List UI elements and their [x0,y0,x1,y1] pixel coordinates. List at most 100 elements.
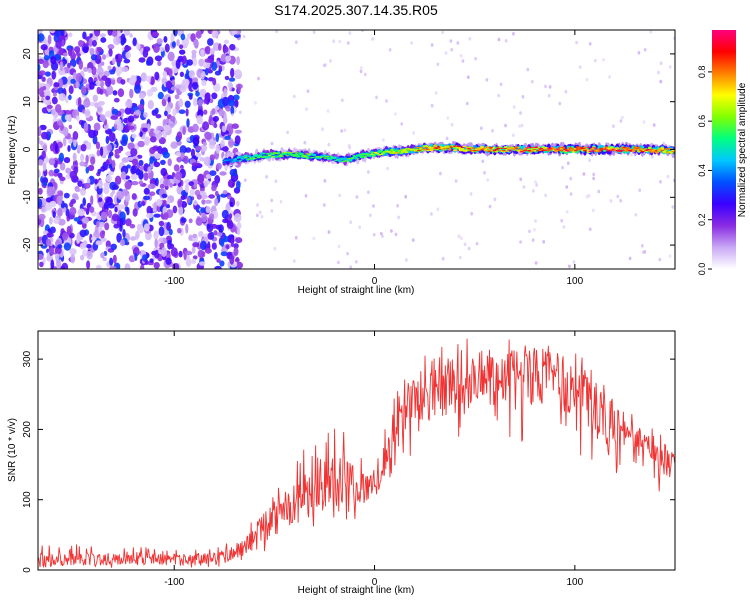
heatmap-cell [180,195,186,201]
heatmap-cell [466,75,470,79]
heatmap-cell [203,98,208,104]
heatmap-cell [96,264,102,269]
heatmap-cell [192,255,198,260]
heatmap-cell [68,138,73,144]
heatmap-cell [178,98,184,108]
heatmap-cell [48,158,56,166]
colorbar-tick-label: 0.0 [697,263,707,276]
heatmap-cell [149,258,154,263]
heatmap-ridge-cell [292,155,297,157]
heatmap-ridge-cell [350,157,355,159]
heatmap-cell [116,122,124,132]
heatmap-cell [372,204,375,208]
heatmap-cell [193,39,199,47]
heatmap-cell [121,157,129,163]
heatmap-cell [233,213,242,223]
heatmap-cell [136,43,141,50]
heatmap-cell [55,39,63,49]
heatmap-cell [170,32,175,43]
heatmap-ridge-cell [498,150,502,152]
heatmap-cell [394,232,398,237]
heatmap-ridge-cell [298,152,302,155]
heatmap-cell [375,95,378,100]
heatmap-cell [206,224,211,229]
heatmap-cell [322,63,326,68]
heatmap-cell [201,79,207,87]
heatmap-cell [77,39,84,48]
heatmap-cell [222,96,230,107]
heatmap-cell [161,193,168,198]
heatmap-cell [197,249,204,258]
heatmap-cell [59,162,66,171]
heatmap-cell [215,190,219,197]
heatmap-ridge-cell [473,150,477,152]
heatmap-cell [160,167,168,177]
heatmap-x-tick-label: 100 [566,276,583,287]
heatmap-ridge-cell [557,147,562,149]
heatmap-cell [75,80,80,89]
heatmap-cell [72,131,79,141]
heatmap-cell [572,260,576,264]
heatmap-cell [657,70,660,75]
heatmap-ridge-cell [647,146,652,150]
heatmap-cell [201,199,206,205]
heatmap-cell [528,229,531,234]
heatmap-y-tick-label: -10 [22,190,33,205]
heatmap-cell [193,181,198,189]
snr-series [38,338,675,569]
heatmap-cell [132,208,138,217]
heatmap-cell [67,62,71,69]
heatmap-cell [83,122,89,133]
heatmap-cell [153,213,161,218]
heatmap-cell [112,90,118,96]
heatmap-ridge-cell [445,147,450,149]
heatmap-cell [148,183,156,190]
heatmap-cell [411,238,415,242]
heatmap-ridge-cell [539,147,544,149]
heatmap-cell [312,236,316,241]
heatmap-cell [483,171,486,175]
heatmap-cell [349,220,353,224]
snr-frame [37,330,676,571]
heatmap-ridge-cell [640,150,645,153]
heatmap-cell [77,208,85,217]
heatmap-cell [242,34,246,39]
heatmap-cell [167,51,175,62]
heatmap-cell [100,37,107,43]
heatmap-ridge-cell [494,148,499,151]
heatmap-ridge-cell [379,149,383,153]
heatmap-ridge-cell [294,152,299,154]
heatmap-cell [181,55,187,65]
heatmap-ridge-cell [265,152,270,155]
heatmap-cell [256,203,259,207]
heatmap-cell [504,39,508,43]
heatmap-cell [82,46,89,54]
heatmap-cell [214,198,219,206]
heatmap-cell [97,168,102,174]
heatmap-cell [207,38,214,46]
heatmap-cell [227,81,233,89]
heatmap-cell [90,156,96,165]
heatmap-cell [140,264,145,269]
snr-y-axis-label: SNR (10 * v/v) [7,418,18,482]
heatmap-cell [231,30,238,35]
heatmap-cell [77,220,83,225]
heatmap-ridge-cell [525,147,530,149]
heatmap-cell [86,141,92,150]
heatmap-cell [149,191,156,196]
heatmap-cell [130,173,138,180]
heatmap-cell [533,228,536,232]
heatmap-cell [166,198,171,205]
heatmap-cell [340,129,344,133]
heatmap-cell [456,41,460,45]
heatmap-cell [50,56,57,65]
heatmap-cell [83,66,88,72]
heatmap-x-tick-label: 0 [372,276,378,287]
heatmap-cell [470,211,474,216]
heatmap-cell [381,234,384,238]
heatmap-cell [38,70,46,76]
heatmap-cell [275,30,278,34]
heatmap-ridge-cell [436,146,441,148]
heatmap-cell [359,66,363,70]
